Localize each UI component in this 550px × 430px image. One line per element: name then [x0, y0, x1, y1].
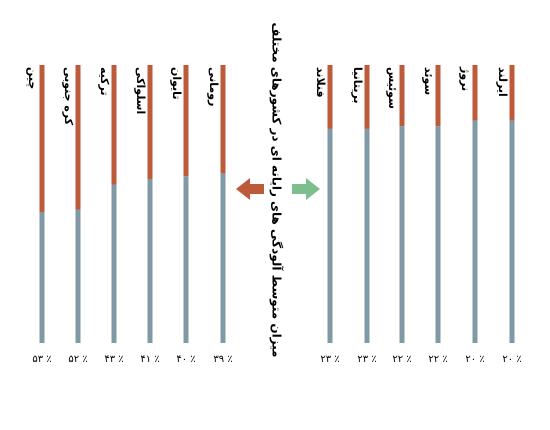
value-label: ٪ ۲۰ — [502, 354, 521, 365]
bar-infected-high-4 — [183, 65, 189, 177]
value-label: ٪ ۴۱ — [140, 354, 159, 365]
category-label: سوئیس — [386, 67, 399, 109]
category-label: چین — [26, 67, 39, 89]
bar-infected-low-4 — [472, 65, 478, 121]
value-label: ٪ ۵۲ — [68, 354, 87, 365]
bar-infected-high-1 — [75, 65, 81, 210]
right-arrow-icon — [292, 178, 320, 200]
value-label: ٪ ۲۳ — [320, 354, 339, 365]
bar-clean-low-3 — [435, 126, 441, 343]
value-label: ٪ ۲۲ — [392, 354, 411, 365]
value-label: ٪ ۵۳ — [32, 354, 51, 365]
bar-clean-low-5 — [509, 120, 515, 343]
bar-clean-high-2 — [111, 184, 117, 343]
arrows-layer — [236, 178, 320, 200]
category-label: بریتانیا — [351, 67, 364, 103]
bar-clean-low-1 — [364, 128, 370, 343]
labels-layer: چین ٪ ۵۳ کره جنوبی ٪ ۵۲ ترکیه ٪ ۴۳ اسلواکی ٪ ۴۱… — [26, 66, 522, 365]
left-arrow-icon — [236, 178, 264, 200]
category-label: فنلاند — [314, 67, 327, 98]
bar-infected-low-3 — [435, 65, 441, 127]
bar-infected-low-2 — [399, 65, 405, 127]
category-label: ترکیه — [98, 67, 111, 96]
value-label: ٪ ۲۲ — [428, 354, 447, 365]
bar-infected-low-0 — [327, 65, 333, 129]
category-label: اسلواکی — [134, 67, 147, 114]
category-label: سوئد — [422, 67, 435, 95]
bar-clean-high-1 — [75, 209, 81, 343]
category-label: نروژ — [459, 66, 472, 91]
bar-infected-low-5 — [509, 65, 515, 121]
bar-clean-high-4 — [183, 176, 189, 343]
bar-infected-high-5 — [220, 65, 226, 174]
bar-clean-low-0 — [327, 128, 333, 343]
bar-clean-high-3 — [147, 178, 153, 343]
bars-layer — [39, 65, 515, 343]
category-label: کره جنوبی — [62, 67, 75, 126]
bar-clean-high-0 — [39, 212, 45, 343]
category-label: ایرلند — [496, 67, 509, 97]
bar-clean-low-2 — [399, 126, 405, 343]
bar-infected-high-2 — [111, 65, 117, 185]
bar-infected-low-1 — [364, 65, 370, 129]
bar-clean-high-5 — [220, 173, 226, 343]
chart-title: میزان متوسط آلودگی های رایانه ای در کشور… — [269, 23, 285, 358]
bar-clean-low-4 — [472, 120, 478, 343]
bar-infected-high-3 — [147, 65, 153, 179]
value-label: ٪ ۳۹ — [213, 354, 232, 365]
value-label: ٪ ۲۳ — [357, 354, 376, 365]
bar-infected-high-0 — [39, 65, 45, 213]
value-label: ٪ ۲۰ — [465, 354, 484, 365]
value-label: ٪ ۴۳ — [104, 354, 123, 365]
category-label: تایوان — [170, 67, 183, 99]
value-label: ٪ ۴۰ — [176, 354, 195, 365]
category-label: رومانی — [207, 67, 220, 106]
